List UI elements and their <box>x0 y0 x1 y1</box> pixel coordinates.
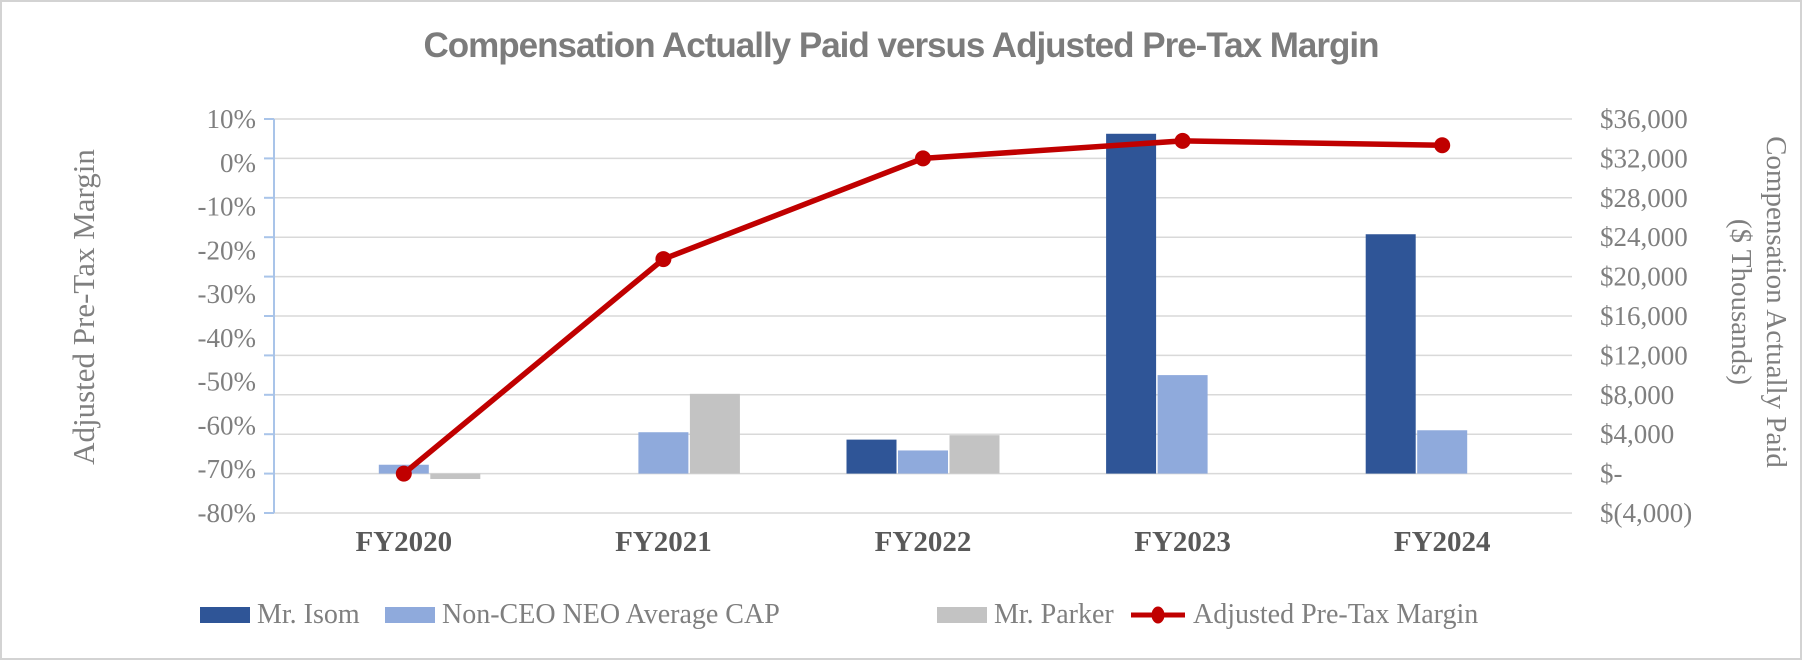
legend-label-non-ceo-neo-average-cap: Non-CEO NEO Average CAP <box>442 599 780 630</box>
legend: Mr. Isom Non-CEO NEO Average CAP Mr. Par… <box>2 599 1800 634</box>
left-axis-label: -10% <box>198 192 256 222</box>
legend-item-mr-parker: Mr. Parker <box>937 599 1114 630</box>
legend-item-non-ceo-neo-average-cap: Non-CEO NEO Average CAP <box>385 599 780 630</box>
left-axis-label: 0% <box>220 148 256 178</box>
line-point-fy2021 <box>655 251 672 268</box>
legend-label-adjusted-pre-tax-margin: Adjusted Pre-Tax Margin <box>1193 599 1479 630</box>
right-axis-label: $36,000 <box>1600 104 1688 134</box>
left-axis-label: -50% <box>198 367 256 397</box>
right-axis-label: $4,000 <box>1600 419 1674 449</box>
x-axis-label-fy2023: FY2023 <box>1134 526 1231 558</box>
bar-non-ceo-neo-average-cap-fy2022 <box>898 450 948 474</box>
left-axis-label: -60% <box>198 410 256 440</box>
right-axis-label: $20,000 <box>1600 262 1688 292</box>
bar-mr-parker-fy2020 <box>430 473 481 480</box>
bar-mr-parker-fy2022 <box>949 435 1000 474</box>
right-axis-label: $- <box>1600 459 1623 489</box>
legend-swatch-mr-parker <box>937 607 987 623</box>
line-point-fy2022 <box>915 150 931 167</box>
chart-title: Compensation Actually Paid versus Adjust… <box>423 26 1380 65</box>
legend-label-mr-isom: Mr. Isom <box>257 599 360 630</box>
line-point-fy2020 <box>395 465 412 482</box>
legend-swatch-non-ceo-neo-average-cap <box>385 607 435 623</box>
legend-swatch-mr-isom <box>200 607 250 623</box>
bar-mr-parker-fy2021 <box>689 393 740 474</box>
bar-non-ceo-neo-average-cap-fy2023 <box>1157 375 1208 474</box>
line-adjusted-pre-tax-margin <box>401 138 1445 477</box>
bar-mr-isom-fy2022 <box>846 439 897 474</box>
bar-non-ceo-neo-average-cap-fy2021 <box>638 432 689 474</box>
x-axis-label-fy2021: FY2021 <box>615 526 712 558</box>
right-axis-label: $32,000 <box>1600 143 1688 173</box>
left-axis-label: -40% <box>198 323 256 353</box>
right-axis-label: $8,000 <box>1600 380 1674 410</box>
right-axis-label: $(4,000) <box>1600 498 1692 528</box>
left-axis-label: -70% <box>198 454 256 484</box>
legend-item-mr-isom: Mr. Isom <box>200 599 360 630</box>
left-axis-label: 10% <box>207 104 257 134</box>
legend-label-mr-parker: Mr. Parker <box>994 599 1114 630</box>
left-axis-label: -20% <box>198 235 256 265</box>
line-point-fy2023 <box>1174 132 1191 149</box>
bar-mr-isom-fy2024 <box>1365 234 1416 474</box>
legend-swatch-adjusted-pre-tax-margin <box>1131 606 1185 624</box>
line-point-fy2024 <box>1434 137 1451 154</box>
left-axis-label: -30% <box>198 279 256 309</box>
right-axis-label: $24,000 <box>1600 222 1688 252</box>
x-axis-label-fy2022: FY2022 <box>875 526 972 558</box>
x-axis-label-fy2020: FY2020 <box>355 526 452 558</box>
right-axis-label: $28,000 <box>1600 183 1688 213</box>
x-axis-label-fy2024: FY2024 <box>1394 526 1491 558</box>
right-axis-label: $12,000 <box>1600 340 1688 370</box>
plot-area: $36,000 $32,000 $28,000 $24,000 $20,000 $16,0… <box>198 104 1693 558</box>
left-axis-label: -80% <box>198 498 256 528</box>
right-axis-label: $16,000 <box>1600 301 1688 331</box>
bar-non-ceo-neo-average-cap-fy2024 <box>1417 430 1468 474</box>
legend-item-adjusted-pre-tax-margin: Adjusted Pre-Tax Margin <box>1130 599 1479 630</box>
bar-mr-isom-fy2023 <box>1106 133 1157 474</box>
